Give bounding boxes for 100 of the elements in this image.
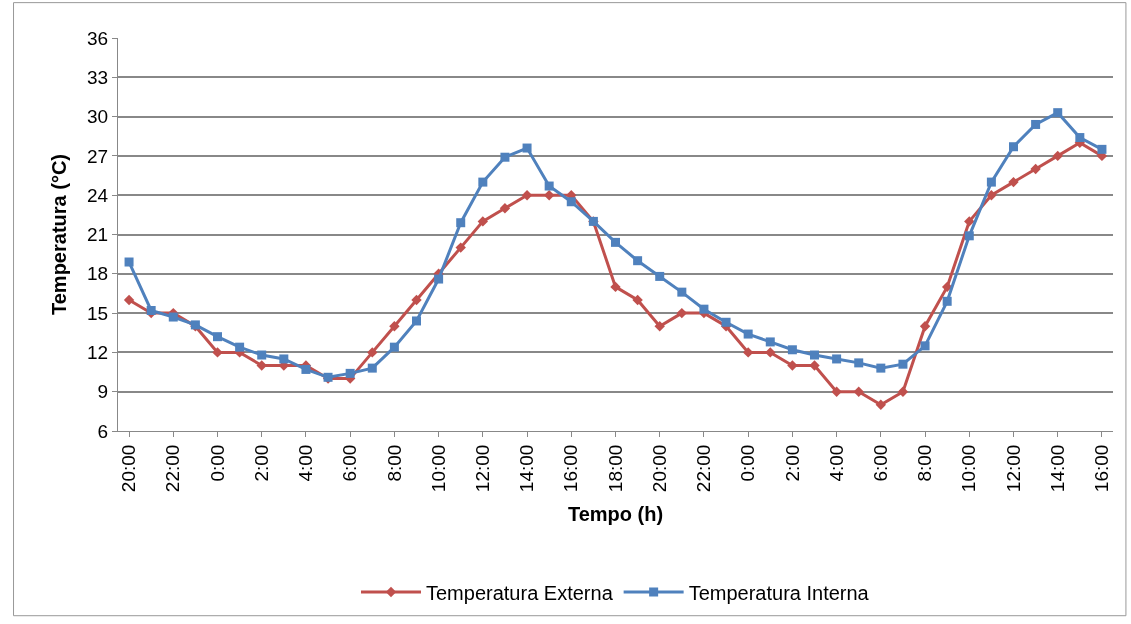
y-tick-label: 24 [87, 184, 109, 206]
point [367, 347, 378, 358]
point [743, 329, 753, 339]
point [256, 360, 267, 371]
y-axis-title: Temperatura (°C) [47, 154, 70, 315]
point [897, 386, 909, 397]
y-tick-label: 33 [87, 66, 109, 88]
y-tick-label: 9 [97, 381, 109, 403]
x-tick-label: 2:00 [781, 444, 803, 482]
point [919, 321, 931, 332]
point [1030, 163, 1041, 175]
x-tick-label: 12:00 [472, 444, 493, 493]
point [1008, 176, 1019, 188]
point [301, 364, 311, 374]
point [942, 296, 952, 306]
point [699, 304, 709, 314]
point [831, 386, 842, 397]
x-tick-label: 20:00 [648, 444, 670, 493]
point [521, 190, 533, 201]
point [235, 342, 245, 352]
point [1031, 119, 1041, 129]
point [721, 317, 731, 327]
y-tick-label: 36 [87, 27, 109, 49]
x-tick-label: 22:00 [162, 444, 184, 493]
point [279, 354, 289, 364]
x-tick-label: 20:00 [118, 444, 140, 493]
y-tick-label: 15 [87, 302, 109, 324]
point [920, 341, 930, 351]
x-tick-label: 0:00 [206, 444, 228, 482]
x-tick-label: 4:00 [295, 444, 317, 482]
point [456, 218, 466, 228]
point [986, 190, 997, 201]
point [1075, 133, 1085, 143]
point [964, 231, 974, 241]
x-tick-label: 14:00 [516, 444, 538, 493]
point [257, 350, 267, 360]
point [1053, 108, 1063, 118]
point [765, 337, 775, 347]
point [787, 345, 797, 355]
point [566, 197, 576, 207]
point [213, 332, 222, 342]
point [1097, 144, 1107, 154]
point [898, 359, 908, 369]
point [875, 399, 887, 410]
point [611, 237, 620, 247]
point [345, 368, 355, 378]
point [168, 312, 178, 322]
y-tick-label: 27 [87, 145, 109, 167]
x-tick-label: 14:00 [1046, 444, 1068, 493]
point [411, 294, 422, 306]
x-tick-label: 6:00 [339, 444, 361, 482]
point [544, 181, 554, 191]
x-tick-label: 12:00 [1002, 444, 1024, 493]
x-tick-label: 18:00 [604, 444, 626, 493]
point [434, 274, 444, 284]
point [610, 281, 621, 293]
x-axis-title: Tempo (h) [567, 502, 664, 525]
x-tick-label: 16:00 [1091, 444, 1113, 493]
legend-label: Temperatura Externa [426, 581, 614, 604]
y-tick-label: 12 [87, 342, 109, 364]
point [478, 177, 488, 187]
x-tick-label: 16:00 [560, 444, 582, 493]
point [412, 316, 421, 326]
point [389, 321, 400, 332]
x-tick-label: 22:00 [693, 444, 715, 493]
point [124, 257, 134, 267]
point [654, 321, 665, 332]
x-tick-label: 6:00 [870, 444, 892, 482]
point [477, 216, 489, 227]
point [1009, 142, 1018, 152]
point [876, 363, 886, 373]
point [123, 294, 135, 306]
point [367, 363, 377, 373]
point [389, 342, 399, 352]
point [677, 287, 687, 297]
x-tick-label: 4:00 [825, 444, 847, 482]
point [810, 350, 819, 360]
point [499, 203, 511, 214]
point [633, 256, 643, 266]
point [632, 294, 643, 306]
point [964, 216, 975, 227]
point [832, 354, 842, 364]
y-tick-label: 30 [87, 106, 109, 128]
x-tick-label: 0:00 [737, 444, 759, 482]
point [146, 305, 156, 315]
point [655, 271, 665, 281]
y-tick-label: 18 [87, 263, 109, 285]
point [986, 177, 996, 187]
point [853, 386, 864, 397]
point [765, 347, 776, 358]
point [455, 242, 466, 253]
point [1052, 150, 1063, 162]
y-tick-label: 6 [97, 420, 109, 442]
x-tick-label: 2:00 [250, 444, 272, 482]
y-tick-label: 21 [87, 224, 109, 246]
x-tick-label: 10:00 [958, 444, 980, 493]
legend-label: Temperatura Interna [688, 581, 870, 604]
x-tick-label: 8:00 [914, 444, 936, 482]
point [500, 152, 510, 162]
point [854, 358, 864, 368]
